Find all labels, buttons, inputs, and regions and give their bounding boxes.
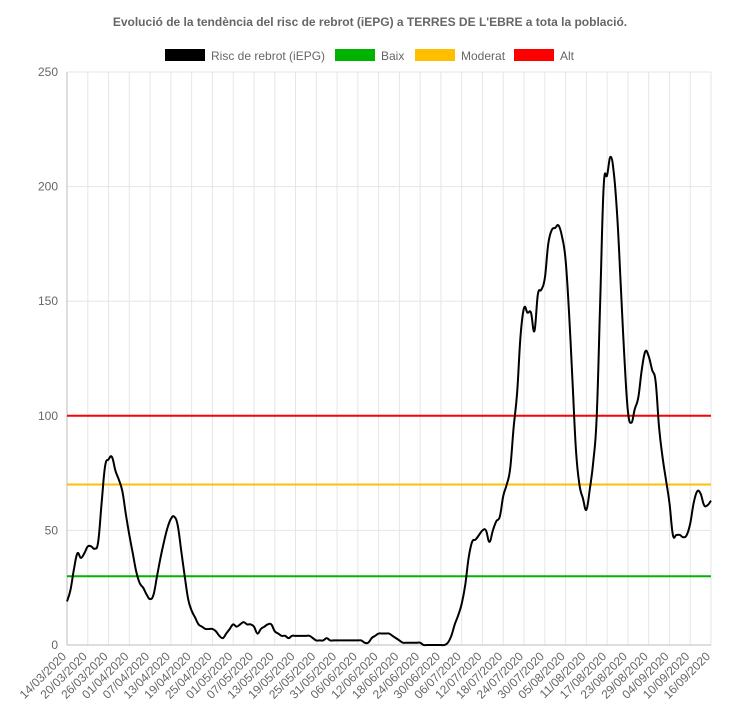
- y-tick-label: 150: [38, 294, 58, 308]
- series-line-risc-de-rebrot-iepg: [66, 155, 712, 647]
- legend-label-risc-de-rebrot-iepg: Risc de rebrot (iEPG): [211, 49, 325, 63]
- legend-label-baix: Baix: [381, 49, 404, 63]
- legend-item-moderat[interactable]: Moderat: [415, 49, 506, 63]
- y-tick-label: 250: [38, 65, 58, 79]
- legend-label-moderat: Moderat: [461, 49, 506, 63]
- y-tick-label: 0: [51, 638, 58, 652]
- legend-swatch-baix: [335, 49, 375, 61]
- y-tick-label: 100: [38, 409, 58, 423]
- legend-swatch-risc-de-rebrot-iepg: [165, 49, 205, 61]
- chart-title: Evolució de la tendència del risc de reb…: [113, 15, 627, 29]
- legend: Risc de rebrot (iEPG) Baix Moderat Alt: [165, 49, 575, 63]
- legend-label-alt: Alt: [560, 49, 575, 63]
- grid: [66, 71, 712, 646]
- y-tick-label: 200: [38, 180, 58, 194]
- y-tick-label: 50: [45, 523, 59, 537]
- legend-item-risc-de-rebrot-iepg[interactable]: Risc de rebrot (iEPG): [165, 49, 325, 63]
- legend-swatch-moderat: [415, 49, 455, 61]
- series-layer: [66, 155, 712, 647]
- legend-item-baix[interactable]: Baix: [335, 49, 404, 63]
- legend-item-alt[interactable]: Alt: [514, 49, 575, 63]
- legend-swatch-alt: [514, 49, 554, 61]
- axes: 05010015020025014/03/202020/03/202026/03…: [17, 65, 714, 702]
